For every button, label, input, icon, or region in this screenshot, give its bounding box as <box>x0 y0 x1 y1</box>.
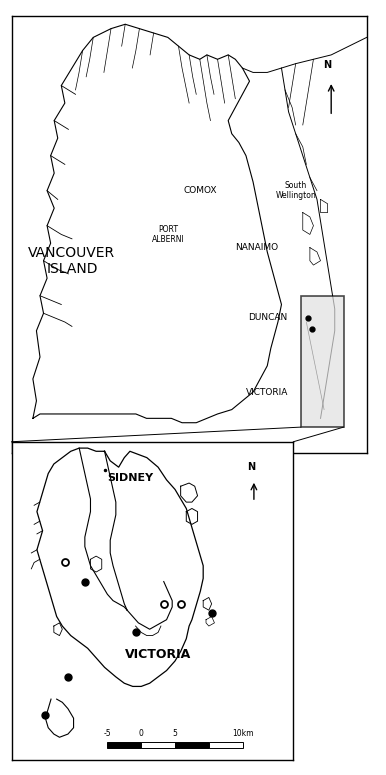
Bar <box>301 296 344 427</box>
Text: NANAIMO: NANAIMO <box>235 243 278 252</box>
Text: 5: 5 <box>173 728 178 738</box>
Text: VICTORIA: VICTORIA <box>246 388 288 397</box>
Bar <box>141 742 175 748</box>
Text: -5: -5 <box>103 728 111 738</box>
Text: VICTORIA: VICTORIA <box>125 648 191 661</box>
Text: 0: 0 <box>139 728 144 738</box>
Bar <box>107 742 141 748</box>
Text: VANCOUVER
ISLAND: VANCOUVER ISLAND <box>29 246 115 276</box>
Text: South
Wellington: South Wellington <box>275 181 316 201</box>
Text: PORT
ALBERNI: PORT ALBERNI <box>151 225 184 244</box>
Bar <box>209 742 243 748</box>
Text: N: N <box>323 60 332 70</box>
Text: COMOX: COMOX <box>183 186 217 195</box>
Bar <box>175 742 209 748</box>
Text: N: N <box>247 463 255 472</box>
Text: SIDNEY: SIDNEY <box>107 474 153 484</box>
Text: DUNCAN: DUNCAN <box>248 313 287 322</box>
Text: 10km: 10km <box>232 728 253 738</box>
